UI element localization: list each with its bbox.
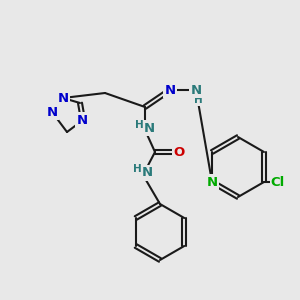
Text: H: H (133, 164, 141, 174)
Text: N: N (164, 83, 175, 97)
Text: N: N (46, 106, 58, 118)
Text: H: H (135, 120, 143, 130)
Text: H: H (194, 95, 202, 105)
Text: N: N (141, 167, 153, 179)
Text: N: N (206, 176, 218, 188)
Text: N: N (57, 92, 69, 104)
Text: N: N (76, 113, 88, 127)
Text: O: O (173, 146, 184, 158)
Text: N: N (143, 122, 155, 134)
Text: N: N (190, 83, 202, 97)
Text: Cl: Cl (271, 176, 285, 188)
